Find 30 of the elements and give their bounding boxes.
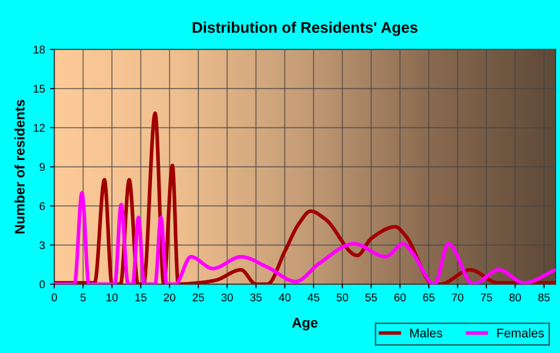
y-tick-label: 0: [40, 280, 45, 288]
x-tick-label: 65: [423, 293, 434, 302]
x-tick-label: 15: [135, 294, 146, 302]
x-tick-label: 60: [394, 293, 406, 302]
x-tick-label: 80: [509, 293, 521, 302]
x-tick-label: 55: [365, 294, 377, 302]
x-tick-label: 70: [452, 293, 464, 302]
x-axis-title: Age: [292, 318, 318, 330]
y-tick-label: 12: [34, 124, 45, 132]
x-tick-label: 25: [192, 293, 204, 302]
legend-label: Females: [497, 328, 544, 338]
x-tick-label: 20: [164, 293, 176, 302]
legend-label: Males: [410, 328, 442, 338]
x-tick-label: 10: [106, 293, 118, 302]
y-axis-title: Number of residents: [14, 100, 25, 234]
x-tick-label: 5: [80, 294, 86, 302]
chart-title: Distribution of Residents' Ages: [192, 22, 418, 36]
y-tick-label: 3: [40, 241, 45, 250]
y-tick-label: 6: [40, 202, 45, 210]
x-tick-label: 45: [308, 294, 320, 302]
y-tick-label: 18: [34, 46, 45, 54]
x-tick-label: 40: [278, 293, 290, 302]
y-tick-label: 15: [34, 84, 45, 93]
x-tick-label: 0: [52, 293, 57, 302]
x-tick-label: 85: [538, 293, 550, 302]
x-tick-label: 50: [336, 293, 348, 302]
y-tick-label: 9: [40, 163, 45, 171]
x-tick-label: 75: [480, 294, 492, 302]
x-tick-label: 30: [221, 293, 233, 302]
x-tick-label: 35: [250, 293, 262, 302]
